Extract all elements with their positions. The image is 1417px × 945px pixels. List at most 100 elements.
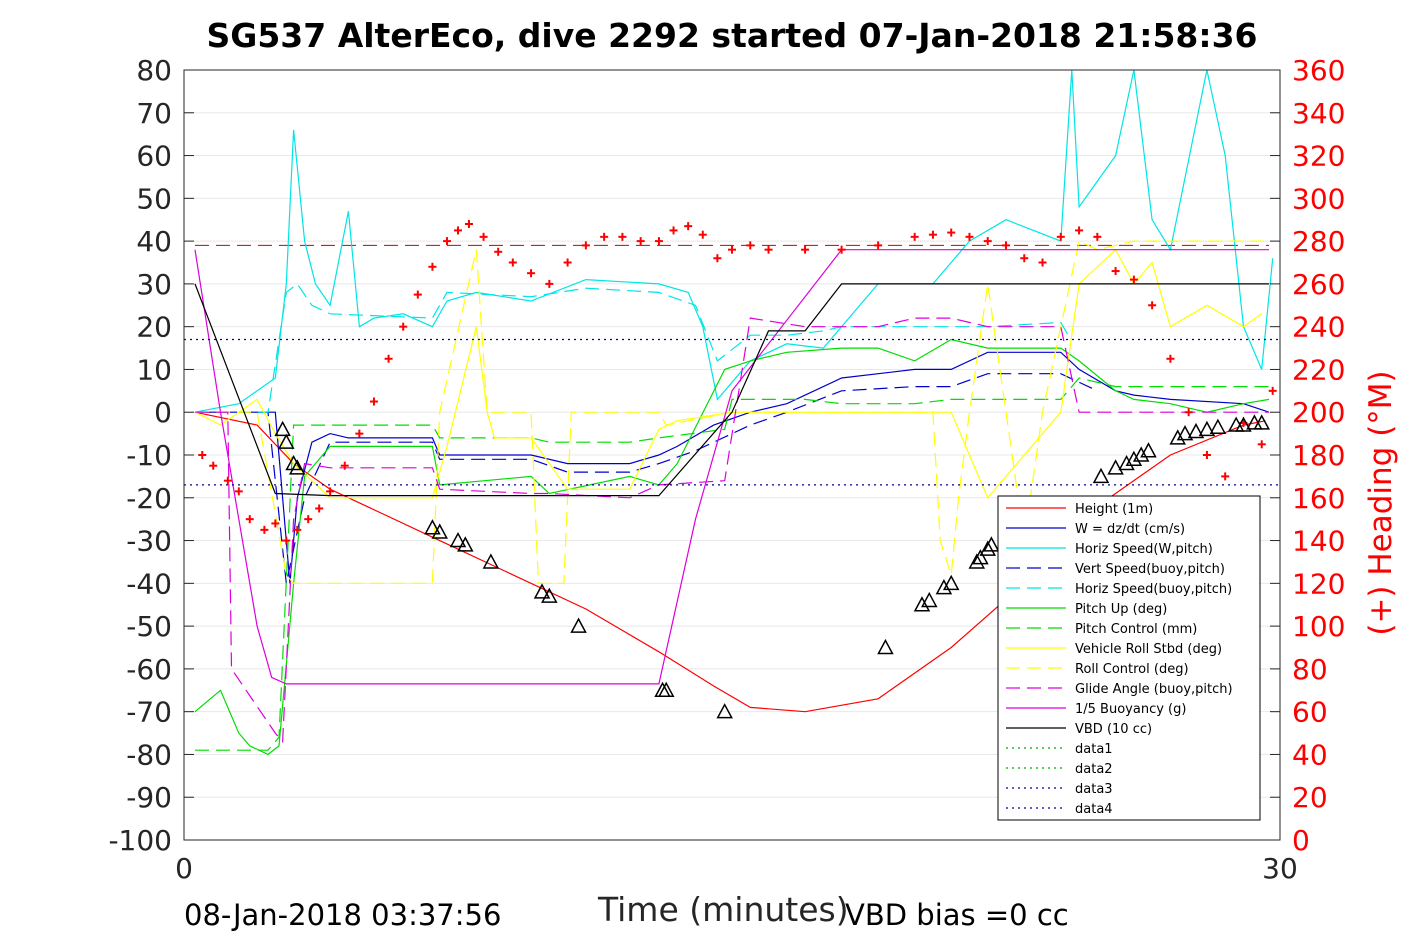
x-tick-label: 30 (1262, 852, 1298, 885)
y-tick-label-right: 320 (1292, 140, 1345, 173)
triangle-marker (482, 553, 500, 569)
triangle-marker (1235, 416, 1252, 432)
legend-label: 1/5 Buoyancy (g) (1075, 702, 1186, 717)
triangle-marker (1125, 450, 1143, 467)
y-tick-label: -90 (126, 781, 172, 814)
triangle-marker (431, 523, 448, 539)
y-tick-label: -10 (126, 439, 172, 472)
triangle-marker (1118, 454, 1135, 471)
triangle-marker (274, 420, 291, 437)
legend-label: Height (1m) (1075, 502, 1153, 517)
triangle-marker (1198, 420, 1216, 437)
y-axis-label-right: (+) Heading (°M) (1363, 370, 1399, 636)
series-line (194, 249, 1269, 685)
y-tick-label-right: 280 (1292, 225, 1345, 258)
axis-ticks: 80706050403020100-10-20-30-40-50-60-70-8… (108, 54, 1345, 885)
triangle-marker (877, 638, 894, 655)
y-tick-label-right: 300 (1292, 182, 1345, 215)
triangle-marker (913, 596, 931, 612)
y-tick-label-right: 260 (1292, 268, 1345, 301)
legend-label: data3 (1075, 782, 1113, 797)
x-axis-label: Time (minutes) (598, 890, 849, 929)
legend-label: W = dz/dt (cm/s) (1075, 522, 1185, 537)
triangle-marker (979, 540, 996, 556)
triangle-marker (1140, 442, 1157, 458)
triangle-marker (541, 587, 558, 603)
y-tick-label-right: 340 (1292, 97, 1345, 130)
series-line (195, 373, 1098, 584)
chart-title: SG537 AlterEco, dive 2292 started 07-Jan… (206, 16, 1258, 55)
y-tick-label: -80 (126, 738, 172, 771)
triangle-marker (1169, 429, 1186, 445)
y-tick-label: 30 (136, 268, 172, 301)
triangle-marker (942, 574, 960, 591)
triangle-marker (1209, 418, 1227, 434)
triangle-marker (972, 549, 989, 565)
series-line (195, 283, 1069, 413)
legend-label: Pitch Control (mm) (1075, 622, 1197, 637)
series-line (195, 351, 1270, 584)
triangle-marker (1187, 422, 1205, 439)
triangle-marker (716, 703, 733, 719)
triangle-marker (285, 454, 302, 471)
y-tick-label: 20 (136, 311, 172, 344)
legend-label: Horiz Speed(W,pitch) (1075, 542, 1213, 557)
y-tick-label-right: 120 (1292, 567, 1345, 600)
triangle-marker (1253, 414, 1270, 430)
triangle-marker (983, 536, 1000, 552)
y-tick-label: -50 (126, 610, 172, 643)
y-tick-label: 60 (136, 140, 172, 173)
y-tick-label-right: 160 (1292, 482, 1345, 515)
y-tick-label: 50 (136, 182, 172, 215)
triangle-marker (278, 433, 295, 449)
legend-label: VBD (10 cc) (1075, 722, 1152, 737)
y-tick-label-right: 80 (1292, 653, 1328, 686)
y-tick-label-right: 100 (1292, 610, 1345, 643)
y-tick-label-right: 40 (1292, 738, 1328, 771)
series-line (194, 69, 1274, 413)
triangle-marker (1132, 446, 1150, 462)
series-line (195, 317, 1269, 744)
y-tick-label: 0 (154, 396, 172, 429)
triangle-marker (1176, 425, 1194, 441)
triangle-marker (288, 459, 306, 475)
legend-label: Vehicle Roll Stbd (deg) (1075, 642, 1222, 657)
y-tick-label-right: 140 (1292, 525, 1345, 558)
y-tick-label: 10 (136, 353, 172, 386)
y-tick-label: 70 (136, 97, 172, 130)
legend-label: data2 (1075, 762, 1113, 777)
y-tick-label-right: 200 (1292, 396, 1345, 429)
y-tick-label-right: 60 (1292, 696, 1328, 729)
markers (198, 220, 1277, 719)
legend-label: data1 (1075, 742, 1113, 757)
legend-label: Roll Control (deg) (1075, 662, 1189, 677)
legend-label: Glide Angle (buoy,pitch) (1075, 682, 1233, 697)
legend-label: Vert Speed(buoy,pitch) (1075, 562, 1225, 577)
triangle-marker (457, 536, 474, 552)
triangle-marker (533, 583, 551, 599)
triangle-marker (657, 681, 675, 698)
y-tick-label: -40 (126, 567, 172, 600)
legend-label: data4 (1075, 802, 1113, 817)
y-tick-label: 40 (136, 225, 172, 258)
triangle-marker (449, 531, 467, 548)
triangle-marker (1092, 467, 1110, 484)
y-tick-label: -60 (126, 653, 172, 686)
y-tick-label: -20 (126, 482, 172, 515)
triangle-marker (570, 617, 587, 633)
legend-label: Pitch Up (deg) (1075, 602, 1167, 617)
legend: Height (1m) W = dz/dt (cm/s) Horiz Speed(W… (997, 495, 1261, 821)
legend-label: Horiz Speed(buoy,pitch) (1075, 582, 1232, 597)
triangle-marker (935, 579, 953, 595)
y-tick-label-right: 240 (1292, 311, 1345, 344)
footer-vbd-bias: VBD bias =0 cc (845, 898, 1069, 932)
y-tick-label-right: 180 (1292, 439, 1345, 472)
series-line (195, 377, 1269, 751)
y-tick-label: -30 (126, 525, 172, 558)
y-tick-label-right: 20 (1292, 781, 1328, 814)
triangle-marker (424, 519, 441, 535)
legend-box (997, 495, 1261, 821)
triangle-marker (968, 553, 986, 569)
y-tick-label-right: 360 (1292, 54, 1345, 87)
